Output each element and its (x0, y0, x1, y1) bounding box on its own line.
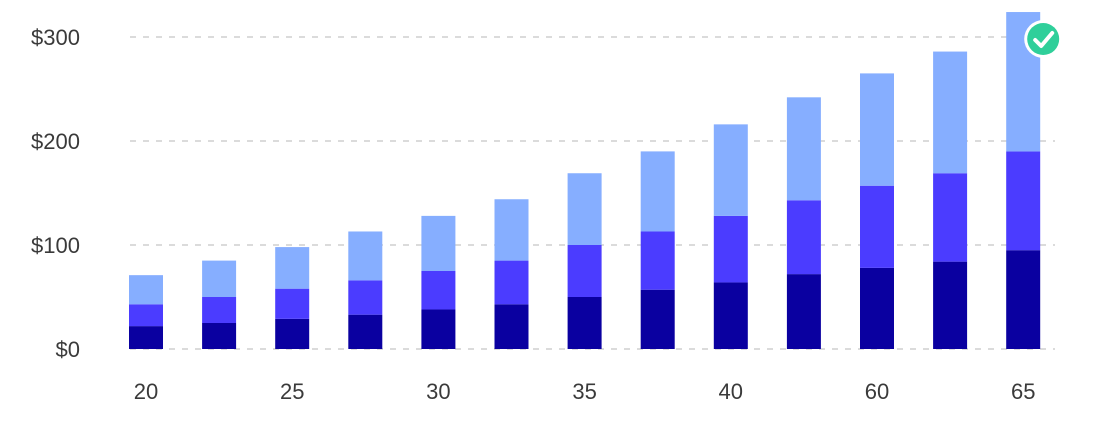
bar-segment-top (129, 275, 163, 305)
x-tick-label: 25 (280, 379, 304, 404)
x-tick-label: 60 (865, 379, 889, 404)
bar-segment-bottom (202, 323, 237, 349)
bar-segment-top (567, 173, 602, 245)
bar-segment-middle (567, 245, 602, 297)
bar-segment-bottom (348, 314, 383, 349)
grid-lines (130, 36, 1055, 350)
bar-segment-top (933, 51, 968, 174)
x-tick-label: 35 (572, 379, 596, 404)
bar-segment-top (202, 260, 237, 297)
x-tick-label: 20 (134, 379, 158, 404)
bar-segment-middle (348, 280, 383, 315)
bar-segment-middle (786, 200, 821, 275)
bar-segment-top (786, 97, 821, 201)
bar-segment-middle (275, 288, 310, 319)
x-tick-label: 65 (1011, 379, 1035, 404)
bar-segment-middle (421, 271, 456, 310)
bar-stack (275, 247, 310, 349)
bar-segment-bottom (275, 318, 310, 349)
bar-segment-top (421, 215, 456, 271)
bar-segment-top (348, 231, 383, 281)
bar-segment-middle (202, 297, 237, 323)
bar-stack (640, 151, 675, 349)
bar-segment-bottom (713, 282, 748, 349)
bar-stack (202, 260, 237, 349)
y-axis-ticks: $0 $100 $200 $300 (31, 25, 80, 362)
bar-segment-bottom (1006, 250, 1041, 349)
y-tick-label: $0 (56, 337, 80, 362)
bar-segment-top (640, 151, 675, 232)
x-axis-ticks: 20 25 30 35 40 60 65 (134, 379, 1036, 404)
x-tick-label: 40 (719, 379, 743, 404)
bar-stack (421, 215, 456, 349)
bar-segment-bottom (129, 326, 163, 349)
check-circle-icon (1024, 20, 1063, 58)
bar-stack (567, 173, 602, 349)
bar-segment-middle (494, 260, 529, 305)
y-tick-label: $200 (31, 129, 80, 154)
bar-segment-bottom (567, 297, 602, 349)
bar-stack (713, 124, 748, 349)
bar-segment-top (713, 124, 748, 216)
bar-segment-bottom (860, 267, 894, 349)
bar-segment-bottom (640, 289, 675, 349)
bar-segment-bottom (421, 309, 456, 349)
bar-segment-middle (713, 215, 748, 283)
x-tick-label: 30 (426, 379, 450, 404)
bar-segment-bottom (786, 274, 821, 349)
bar-segment-middle (860, 185, 894, 268)
bar-stack (1006, 12, 1041, 349)
bar-stack (129, 275, 163, 349)
bar-stack (786, 97, 821, 349)
bar-segment-top (494, 199, 529, 261)
bar-segment-middle (640, 231, 675, 290)
bar-segment-bottom (494, 304, 529, 349)
bar-segment-bottom (933, 261, 968, 349)
badge-layer (1024, 20, 1063, 58)
bar-stack (348, 231, 383, 349)
bars (129, 12, 1041, 349)
bar-stack (494, 199, 529, 349)
bar-segment-middle (1006, 151, 1041, 251)
bar-segment-top (860, 73, 894, 186)
bar-stack (860, 73, 894, 349)
y-tick-label: $100 (31, 233, 80, 258)
y-tick-label: $300 (31, 25, 80, 50)
bar-segment-middle (129, 304, 163, 327)
bar-segment-top (275, 247, 310, 289)
bar-stack (933, 51, 968, 349)
bar-segment-middle (933, 173, 968, 262)
